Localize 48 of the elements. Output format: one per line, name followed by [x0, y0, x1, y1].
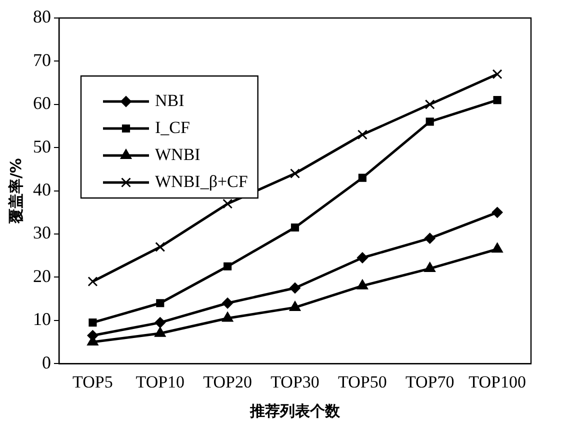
x-tick-label: TOP20: [203, 372, 252, 392]
point: [426, 118, 434, 126]
point: [222, 312, 234, 322]
point: [88, 276, 98, 287]
legend-label: NBI: [155, 90, 185, 110]
point: [424, 232, 436, 244]
legend-label: I_CF: [155, 118, 190, 137]
point: [356, 252, 368, 264]
point: [154, 317, 166, 328]
point: [492, 242, 503, 253]
x-tick-label: TOP30: [270, 372, 320, 392]
legend-label: WNBI: [155, 144, 201, 164]
x-tick-label: TOP10: [136, 372, 185, 392]
y-tick-label: 40: [33, 180, 51, 200]
point: [222, 198, 233, 209]
x-axis-title: 推荐列表个数: [249, 402, 341, 420]
x-tick-label: TOP50: [338, 372, 387, 392]
point: [289, 300, 301, 311]
point: [424, 262, 436, 272]
x-tick-label: TOP100: [468, 372, 526, 392]
point: [88, 318, 97, 327]
y-tick-label: 30: [33, 222, 51, 243]
point: [492, 69, 502, 80]
y-tick-label: 20: [33, 266, 51, 286]
point: [357, 130, 368, 140]
point: [493, 96, 502, 104]
legend-label: WNBI_β+CF: [155, 172, 248, 191]
point: [155, 242, 166, 252]
point: [154, 326, 166, 337]
point: [156, 299, 164, 308]
y-tick-label: 60: [33, 93, 51, 114]
point: [222, 298, 234, 309]
y-tick-label: 0: [42, 352, 51, 372]
point: [492, 206, 503, 218]
point: [290, 168, 300, 179]
point: [224, 262, 232, 270]
y-tick-label: 70: [33, 50, 51, 70]
point: [290, 223, 300, 232]
x-tick-label: TOP5: [72, 372, 113, 392]
x-tick-label: TOP70: [405, 372, 454, 392]
y-axis-title: 覆盖率/%: [6, 158, 25, 225]
point: [424, 99, 435, 110]
point: [356, 279, 368, 290]
y-tick-label: 80: [33, 6, 51, 27]
y-tick-label: 50: [33, 136, 51, 156]
point: [290, 282, 300, 294]
y-tick-label: 10: [33, 309, 51, 330]
point: [358, 174, 366, 182]
